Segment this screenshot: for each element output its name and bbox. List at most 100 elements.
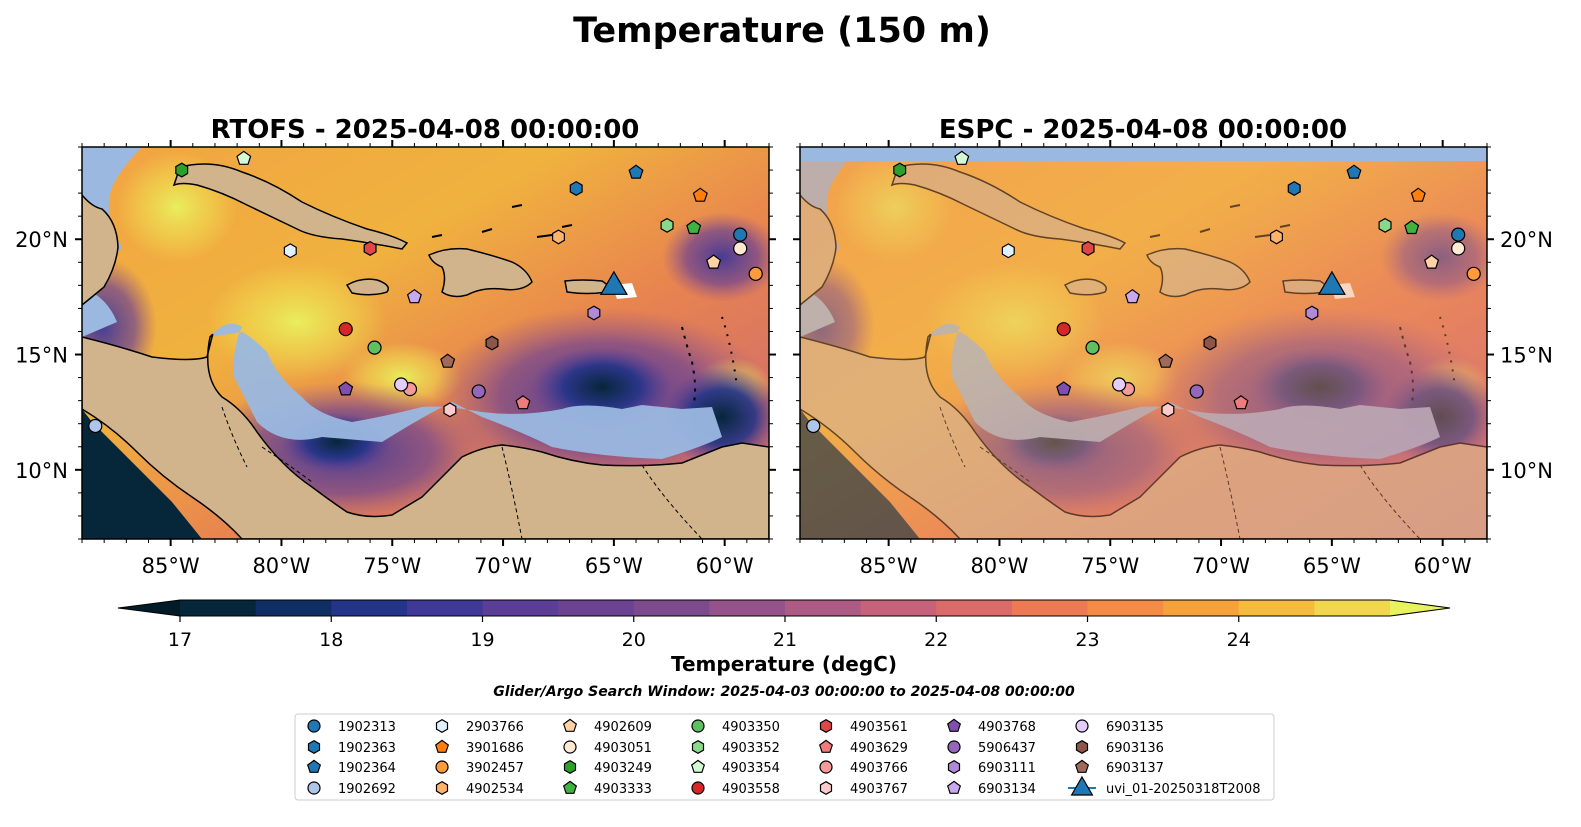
float-marker-5906437 [471, 384, 486, 399]
legend-label: 5906437 [978, 741, 1036, 756]
float-markers-espc [806, 150, 1481, 434]
glider-marker [599, 270, 628, 295]
colorbar-tick-label: 23 [1075, 629, 1099, 651]
colorbar-cells [180, 600, 1391, 616]
float-marker-4903629 [515, 395, 531, 410]
float-marker-6903134 [1124, 288, 1140, 304]
x-tick-label: 70°W [474, 554, 532, 578]
float-marker-1902313 [1451, 227, 1466, 242]
legend-label: 4903051 [594, 741, 652, 756]
float-marker-1902364 [628, 164, 644, 179]
y-tick-label: 15°N [15, 344, 68, 368]
legend-marker-4903767 [819, 781, 833, 795]
legend-marker-1902363 [307, 740, 321, 754]
legend-marker-6903135 [1075, 719, 1089, 733]
colorbar-under-extension [118, 600, 180, 616]
y-tick-label: 20°N [1500, 228, 1553, 252]
legend-label: 4903333 [594, 782, 652, 797]
legend-label: 4903629 [850, 741, 908, 756]
float-marker-3901686 [1410, 187, 1426, 202]
colorbar-tick-label: 19 [470, 629, 494, 651]
float-marker-4903249 [175, 162, 189, 178]
x-tick-label: 80°W [970, 554, 1028, 578]
colorbar: 17 18 19 20 21 22 23 24 Temperature (deg… [117, 599, 1451, 676]
colorbar-cell [936, 600, 1013, 616]
legend-label: 2903766 [466, 720, 524, 735]
legend-marker-4903558 [691, 781, 705, 795]
legend-label: uvi_01-20250318T2008 [1106, 782, 1260, 797]
y-axis-labels-espc: 10°N 15°N 20°N [1500, 228, 1553, 483]
colorbar-cell [406, 600, 484, 616]
legend-marker-6903134 [946, 780, 962, 794]
legend-items: 1902313 1902363 1902364 1902692 2903766 39016… [306, 718, 1260, 797]
float-marker-4903768 [1056, 381, 1072, 396]
legend-marker-4903051 [563, 740, 577, 754]
colorbar-tick-label: 21 [773, 629, 797, 651]
colorbar-cell [709, 600, 786, 616]
x-tick-label: 80°W [252, 554, 310, 578]
legend-label: 4903561 [850, 720, 908, 735]
x-tick-label: 75°W [1081, 554, 1139, 578]
legend: 1902313 1902363 1902364 1902692 2903766 39016… [294, 713, 1275, 801]
legend-label: 6903135 [1106, 720, 1164, 735]
map-area-espc [800, 147, 1487, 539]
float-marker-4903767 [443, 402, 457, 418]
legend-label: 4903354 [722, 761, 780, 776]
legend-marker-4903766 [819, 760, 833, 774]
legend-label: 6903136 [1106, 741, 1164, 756]
float-marker-6903137 [440, 353, 456, 368]
float-marker-6903136 [485, 335, 499, 351]
float-marker-4903561 [363, 240, 377, 256]
legend-label: 4903249 [594, 761, 652, 776]
colorbar-cell [860, 600, 937, 616]
x-axis-labels-espc: 85°W 80°W 75°W 70°W 65°W 60°W [860, 554, 1472, 578]
float-marker-6903137 [1158, 353, 1174, 368]
float-marker-4903350 [1085, 340, 1100, 355]
float-marker-4903333 [686, 219, 702, 235]
legend-marker-3902457 [435, 760, 449, 774]
float-marker-4903561 [1081, 240, 1095, 256]
legend-marker-glider [1070, 775, 1094, 796]
float-marker-4903354 [236, 150, 252, 165]
map-area-rtofs [82, 147, 769, 539]
map-panel-rtofs: RTOFS - 2025-04-08 00:00:00 85°W 80°W 75… [15, 115, 776, 578]
y-axis-labels-rtofs: 10°N 15°N 20°N [15, 228, 68, 483]
legend-marker-6903111 [947, 760, 961, 774]
legend-box [294, 713, 1275, 801]
map-frame-rtofs [81, 146, 770, 540]
legend-label: 4903352 [722, 741, 780, 756]
legend-label: 4903558 [722, 782, 780, 797]
legend-marker-1902692 [307, 781, 321, 795]
legend-label: 6903111 [978, 761, 1036, 776]
legend-marker-3901686 [434, 739, 450, 753]
float-marker-4903333 [1404, 219, 1420, 235]
legend-marker-4903352 [691, 740, 705, 754]
colorbar-cell [1011, 600, 1089, 616]
colorbar-cell [1314, 600, 1391, 616]
legend-label: 4902534 [466, 782, 524, 797]
x-tick-label: 70°W [1192, 554, 1250, 578]
suptitle: Temperature (150 m) [573, 11, 991, 51]
legend-marker-4903249 [563, 760, 577, 774]
float-marker-6903135 [394, 377, 409, 392]
float-marker-1902692 [806, 418, 821, 434]
float-marker-4902609 [1424, 254, 1440, 269]
legend-marker-6903136 [1075, 740, 1089, 754]
float-marker-6903134 [406, 288, 422, 304]
float-marker-1902363 [569, 181, 583, 196]
colorbar-over-extension [1390, 600, 1450, 616]
legend-label: 4903767 [850, 782, 908, 797]
panel-title-espc: ESPC - 2025-04-08 00:00:00 [939, 115, 1347, 145]
colorbar-cell [633, 600, 710, 616]
float-marker-4902534 [1270, 229, 1283, 245]
colorbar-tick-label: 24 [1227, 629, 1251, 651]
float-marker-2903766 [283, 243, 297, 259]
y-tick-label: 10°N [1500, 459, 1553, 483]
glider-marker [1317, 270, 1346, 295]
float-marker-1902692 [88, 418, 103, 434]
float-marker-4903629 [1233, 395, 1249, 410]
colorbar-cell [180, 600, 257, 616]
legend-label: 1902692 [338, 782, 396, 797]
map-frame-espc [799, 146, 1488, 540]
